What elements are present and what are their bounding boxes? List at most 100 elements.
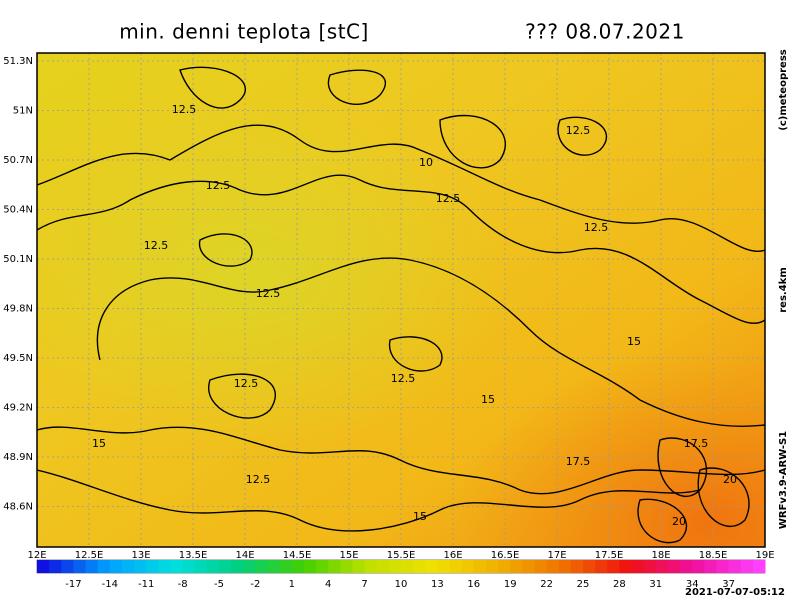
colorbar-cell (583, 560, 596, 573)
colorbar-label: 1 (289, 579, 295, 590)
colorbar-cell (303, 560, 317, 573)
contour-label: 12.5 (566, 124, 591, 137)
colorbar-cell (158, 560, 171, 573)
colorbar-cell (752, 560, 766, 573)
colorbar-cell (607, 560, 620, 573)
colorbar-cell (667, 560, 681, 573)
colorbar-cell (728, 560, 742, 573)
colorbar-cell (473, 560, 487, 573)
colorbar-cell (364, 560, 378, 573)
colorbar-cell (49, 560, 62, 573)
contour-label: 15 (627, 335, 641, 348)
colorbar-cell (595, 560, 608, 573)
colorbar-cell (352, 560, 366, 573)
contour-label: 12.5 (584, 221, 609, 234)
colorbar-cell (401, 560, 414, 573)
colorbar-cell (134, 560, 147, 573)
colorbar-cell (109, 560, 123, 573)
colorbar-cell (388, 560, 402, 573)
colorbar-label: 13 (431, 579, 444, 590)
contour-label: 17.5 (566, 455, 591, 468)
contour-label: 12.5 (391, 372, 416, 385)
lon-label: 17E (547, 550, 566, 561)
contour-label: 15 (92, 437, 106, 450)
colorbar-cell (291, 560, 305, 573)
contour-label: 12.5 (256, 287, 281, 300)
colorbar-label: 37 (722, 579, 735, 590)
contour-label: 12.5 (206, 179, 231, 192)
date: ??? 08.07.2021 (525, 20, 685, 44)
map (37, 53, 765, 547)
copyright: (c)meteopress (778, 49, 789, 131)
colorbar-cell (61, 560, 74, 573)
lat-label: 48.9N (3, 452, 33, 463)
colorbar-cell (680, 560, 693, 573)
colorbar-label: 25 (577, 579, 590, 590)
model: WRFv3.9-ARW-S1 (778, 431, 789, 529)
resolution: res.4km (778, 267, 789, 313)
colorbar-cell (182, 560, 196, 573)
contour-label: 12.5 (144, 239, 169, 252)
colorbar-cell (631, 560, 645, 573)
lon-label: 14E (235, 550, 254, 561)
colorbar-label: 4 (325, 579, 331, 590)
lon-label: 18E (651, 550, 670, 561)
colorbar-label: 7 (361, 579, 367, 590)
lon-label: 13.5E (179, 550, 208, 561)
contour-label: 12.5 (436, 192, 461, 205)
colorbar-cell (643, 560, 657, 573)
lon-label: 15E (339, 550, 358, 561)
lat-label: 51.3N (3, 56, 33, 67)
contour-label: 15 (481, 393, 495, 406)
colorbar-label: -2 (250, 579, 260, 590)
contour-label: 20 (672, 515, 686, 528)
colorbar-label: 28 (613, 579, 626, 590)
colorbar-label: -14 (102, 579, 118, 590)
colorbar-label: -5 (214, 579, 224, 590)
contour-label: 12.5 (172, 103, 197, 116)
colorbar-cell (546, 560, 560, 573)
colorbar-label: 10 (395, 579, 408, 590)
colorbar-cell (340, 560, 353, 573)
colorbar-cell (485, 560, 499, 573)
contour-label: 17.5 (684, 437, 709, 450)
colorbar-cell (510, 560, 523, 573)
contour-label: 15 (413, 510, 427, 523)
colorbar-cell (279, 560, 293, 573)
colorbar-cell (692, 560, 705, 573)
colorbar-cell (498, 560, 511, 573)
colorbar-cell (194, 560, 208, 573)
lat-label: 51N (13, 106, 33, 117)
colorbar-label: 22 (540, 579, 553, 590)
lat-label: 50.1N (3, 254, 33, 265)
colorbar-cell (255, 560, 269, 573)
colorbar-label: 19 (504, 579, 517, 590)
lon-label: 19E (755, 550, 774, 561)
colorbar-cell (206, 560, 220, 573)
colorbar-label: 16 (467, 579, 480, 590)
lon-label: 17.5E (595, 550, 624, 561)
lat-label: 49.8N (3, 304, 33, 315)
colorbar-cell (449, 560, 463, 573)
colorbar-cell (267, 560, 281, 573)
lat-label: 50.7N (3, 155, 33, 166)
colorbar-cell (243, 560, 256, 573)
colorbar-label: -8 (178, 579, 188, 590)
colorbar-cell (716, 560, 730, 573)
colorbar-cell (37, 560, 50, 573)
colorbar-cell (425, 560, 438, 573)
colorbar-cell (376, 560, 390, 573)
lat-label: 49.2N (3, 403, 33, 414)
lon-label: 12.5E (75, 550, 104, 561)
colorbar-cell (97, 560, 111, 573)
lon-label: 16.5E (491, 550, 520, 561)
colorbar-cell (558, 560, 572, 573)
colorbar-cell (655, 560, 669, 573)
colorbar-cell (740, 560, 754, 573)
colorbar-cell (219, 560, 232, 573)
colorbar-cell (437, 560, 451, 573)
lon-label: 18.5E (699, 550, 728, 561)
colorbar-cell (619, 560, 633, 573)
colorbar-cell (170, 560, 184, 573)
colorbar-cell (121, 560, 135, 573)
